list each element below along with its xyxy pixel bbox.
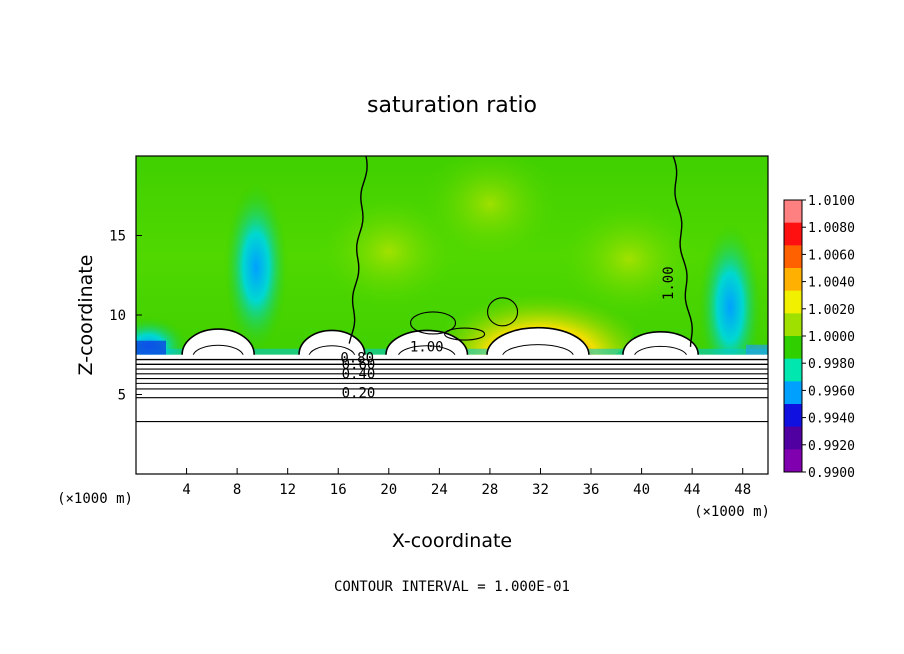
- colorbar-label: 0.9980: [808, 357, 855, 372]
- x-tick-label: 40: [633, 482, 650, 498]
- x-axis-label: X-coordinate: [392, 530, 512, 552]
- x-tick-label: 44: [684, 482, 701, 498]
- contour-label: 0.20: [342, 386, 376, 402]
- colorbar-swatch: [784, 404, 802, 428]
- colorbar-label: 1.0100: [808, 194, 855, 209]
- x-tick-label: 28: [481, 482, 498, 498]
- colorbar-swatch: [784, 313, 802, 337]
- colorbar-label: 0.9900: [808, 466, 855, 481]
- contour-label: 0.60: [342, 357, 376, 373]
- colorbar-swatch: [784, 358, 802, 382]
- x-tick-label: 24: [431, 482, 448, 498]
- colorbar-swatch: [784, 268, 802, 292]
- x-tick-label: 36: [583, 482, 600, 498]
- colorbar-label: 0.9940: [808, 412, 855, 427]
- colorbar-label: 0.9920: [808, 439, 855, 454]
- x-tick-label: 48: [734, 482, 751, 498]
- colorbar-label: 0.9960: [808, 384, 855, 399]
- edge-band: [746, 344, 768, 355]
- contour-label: 1.00: [661, 266, 677, 300]
- y-axis-label: Z-coordinate: [75, 255, 97, 376]
- colorbar-label: 1.0000: [808, 330, 855, 345]
- moist-patch: [419, 156, 560, 264]
- y-tick-label: 15: [109, 229, 126, 245]
- colorbar-label: 1.0020: [808, 303, 855, 318]
- y-axis: 5 10 15: [109, 229, 142, 404]
- contour-blob: [487, 297, 519, 327]
- contour-blob: [409, 311, 457, 335]
- colorbar-swatch: [784, 200, 802, 224]
- colorbar-label: 1.0080: [808, 221, 855, 236]
- y-tick-label: 5: [118, 388, 126, 404]
- x-axis: 4 8 12 16 20 24 28 32 36 40 44 48: [182, 468, 751, 498]
- x-tick-label: 4: [182, 482, 190, 498]
- contour-label: 0.40: [342, 367, 376, 383]
- colorbar-label: 1.0040: [808, 276, 855, 291]
- x-unit-label: (×1000 m): [57, 491, 133, 507]
- x-tick-label: 8: [233, 482, 241, 498]
- colorbar-swatch: [784, 290, 802, 314]
- chart-title: saturation ratio: [367, 93, 537, 118]
- x-tick-label: 12: [279, 482, 296, 498]
- plot-area: 1.00 1.00 0.800.600.40 0.20: [136, 156, 768, 474]
- edge-band: [136, 340, 166, 355]
- dry-pocket: [224, 182, 289, 353]
- contour-label: 1.00: [410, 340, 444, 356]
- colorbar-label: 1.0060: [808, 248, 855, 263]
- colorbar-swatch: [784, 381, 802, 405]
- contour-1-00-left: [348, 156, 368, 344]
- y-unit-label: (×1000 m): [694, 504, 770, 520]
- contour-interval-note: CONTOUR INTERVAL = 1.000E-01: [334, 579, 570, 595]
- contour-blob: [444, 327, 486, 341]
- y-tick-label: 10: [109, 308, 126, 324]
- colorbar-swatch: [784, 245, 802, 269]
- colorbar-swatch: [784, 449, 802, 473]
- colorbar-swatch: [784, 222, 802, 246]
- contour-1-00-right: [672, 156, 693, 347]
- contour-label: 0.80: [340, 351, 374, 367]
- x-tick-label: 16: [330, 482, 347, 498]
- colorbar-swatch: [784, 426, 802, 450]
- colorbar: 1.0100 1.0080 1.0060 1.0040 1.0020 1.0000 0.99…: [783, 194, 855, 481]
- colorbar-swatch: [784, 336, 802, 360]
- lower-layer: [136, 354, 768, 474]
- x-tick-label: 32: [532, 482, 549, 498]
- x-tick-label: 20: [380, 482, 397, 498]
